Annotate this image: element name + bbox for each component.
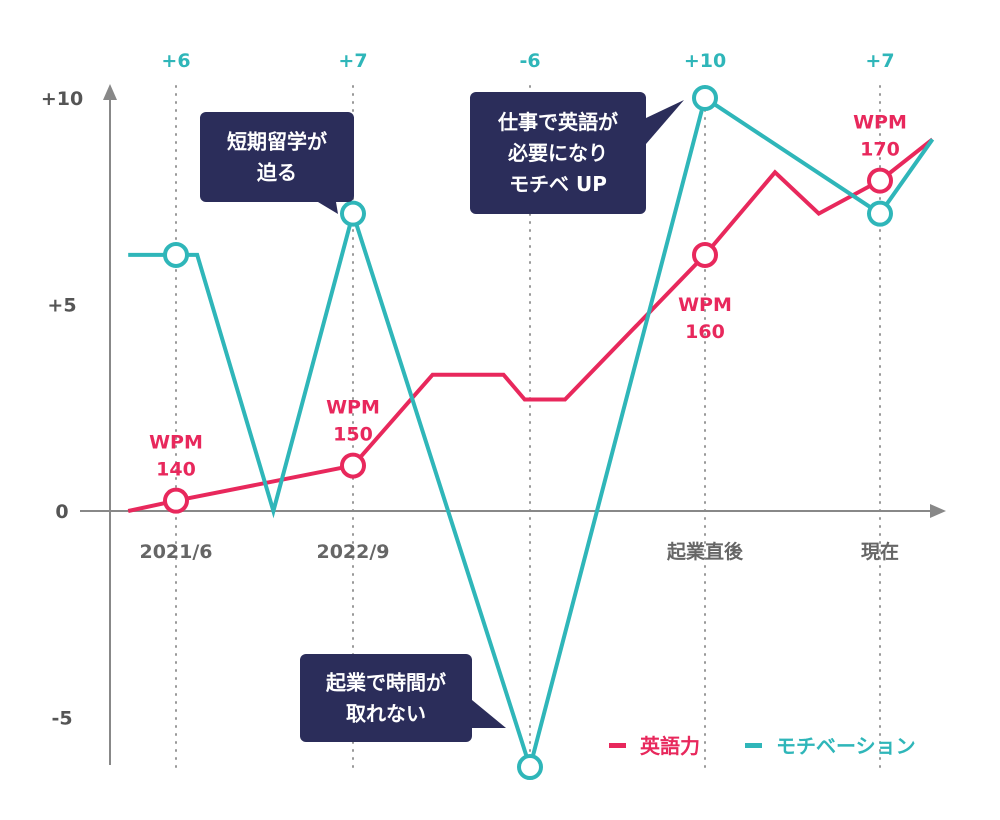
x-category-label: 現在 <box>861 540 899 563</box>
callout-box <box>470 92 646 214</box>
y-tick-label: -5 <box>51 708 72 730</box>
legend-swatch-motivation <box>745 743 762 748</box>
y-tick-label: +10 <box>41 88 83 110</box>
x-category-label: 起業直後 <box>666 540 744 563</box>
top-value-label: +10 <box>684 50 726 72</box>
wpm-label: WPM <box>678 294 732 316</box>
x-axis-categories: 2021/6 2022/9 起業直後 現在 <box>139 540 899 563</box>
y-tick-label: 0 <box>55 501 68 523</box>
callout-text: 必要になり <box>507 141 608 165</box>
top-value-label: +7 <box>865 50 894 72</box>
legend-label-english: 英語力 <box>640 734 700 758</box>
axes <box>80 84 946 765</box>
wpm-label: WPM <box>853 112 907 134</box>
english-point-marker <box>163 487 189 514</box>
motivation-top-values: +6 +7 -6 +10 +7 <box>161 50 894 72</box>
callout-box <box>300 654 472 742</box>
legend-label-motivation: モチベーション <box>776 734 916 758</box>
top-value-label: -6 <box>519 50 540 72</box>
wpm-label: 140 <box>156 459 196 481</box>
x-category-label: 2022/9 <box>316 541 389 563</box>
motivation-point-marker <box>867 200 893 227</box>
english-point-marker <box>867 167 893 194</box>
english-point-marker <box>692 241 718 268</box>
top-value-label: +7 <box>338 50 367 72</box>
wpm-label: 150 <box>333 424 373 446</box>
x-category-label: 2021/6 <box>139 541 212 563</box>
series-line-english <box>127 137 934 513</box>
series-lines <box>127 94 935 775</box>
callout-text: 起業で時間が <box>325 671 446 695</box>
legend-swatch-english <box>609 743 626 748</box>
callout-text: 仕事で英語が <box>497 110 618 134</box>
x-axis-arrow <box>930 504 946 518</box>
series-markers <box>163 85 893 781</box>
series-line-motivation <box>128 94 935 775</box>
legend: 英語力 モチベーション <box>609 734 916 758</box>
motivation-point-marker <box>163 241 189 268</box>
callout-text: モチベ UP <box>509 172 607 196</box>
wpm-labels: WPM 140 WPM 150 WPM 160 WPM 170 <box>149 112 907 481</box>
callout-text: 短期留学が <box>227 130 327 154</box>
callout-text: 迫る <box>256 161 297 185</box>
callout-text: 取れない <box>346 702 426 726</box>
wpm-label: 160 <box>685 321 725 343</box>
callout-pointer <box>646 100 684 144</box>
y-axis-arrow <box>103 84 117 100</box>
callout-pointer <box>472 700 506 728</box>
motivation-point-marker <box>340 200 366 227</box>
y-tick-label: +5 <box>47 295 76 317</box>
motivation-point-marker <box>692 85 718 111</box>
english-point-marker <box>340 452 366 479</box>
motivation-point-marker <box>517 754 543 781</box>
wpm-label: WPM <box>326 397 380 419</box>
wpm-label: 170 <box>860 139 900 161</box>
wpm-label: WPM <box>149 432 203 454</box>
top-value-label: +6 <box>161 50 190 72</box>
callout-box <box>200 112 354 202</box>
y-axis-ticks: +10 +5 0 -5 <box>41 88 83 730</box>
callout-pointer <box>318 202 338 214</box>
